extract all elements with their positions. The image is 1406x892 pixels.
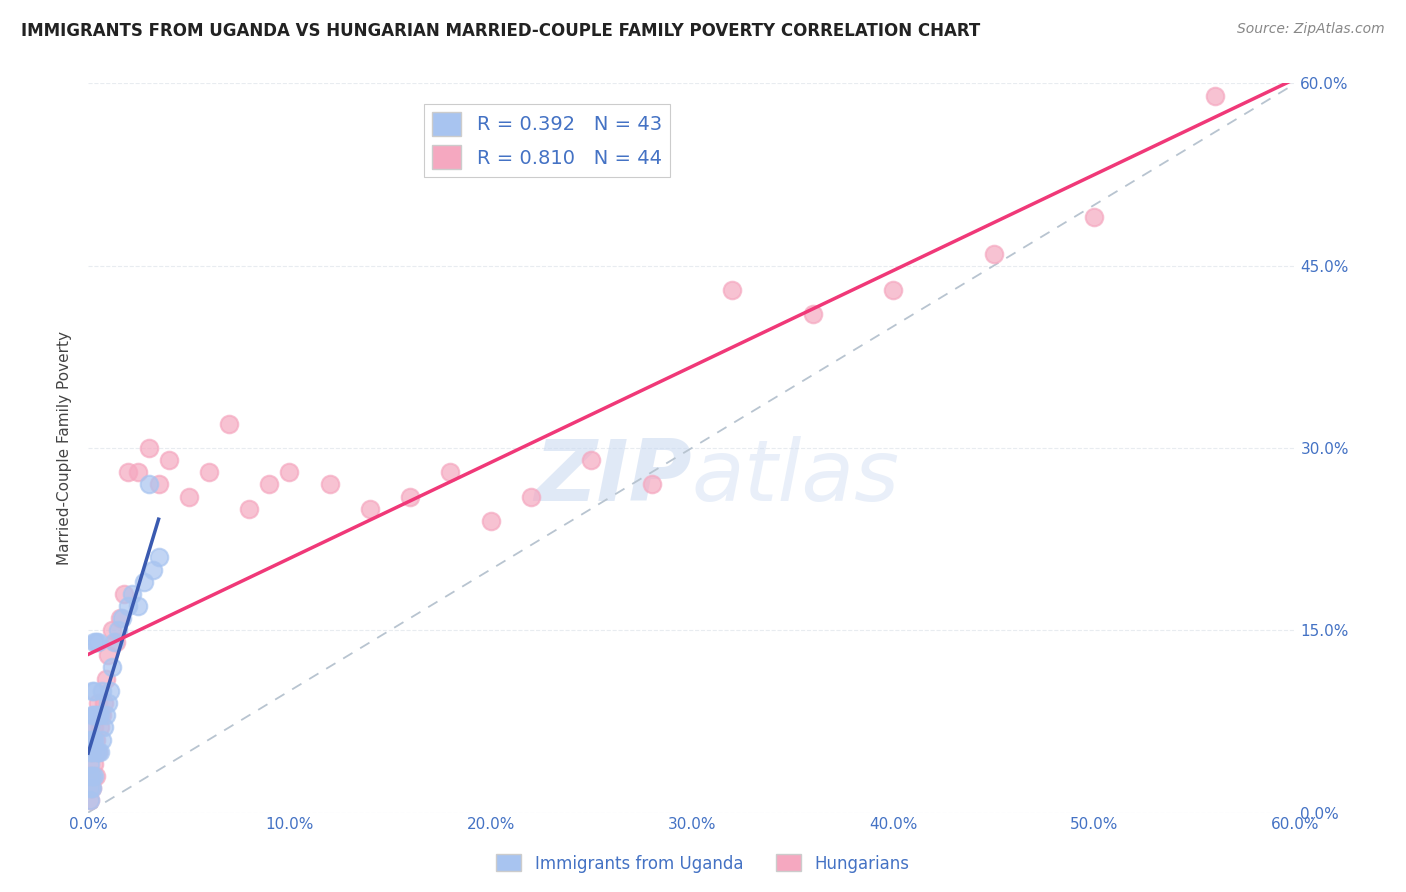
Point	[79, 781, 101, 796]
Point	[141, 562, 163, 576]
Point	[79, 793, 101, 807]
Point	[177, 490, 200, 504]
Point	[84, 732, 107, 747]
Point	[82, 684, 104, 698]
Y-axis label: Married-Couple Family Poverty: Married-Couple Family Poverty	[58, 331, 72, 565]
Point	[105, 635, 128, 649]
Point	[83, 721, 105, 735]
Point	[157, 453, 180, 467]
Point	[101, 624, 124, 638]
Point	[82, 732, 104, 747]
Point	[882, 283, 904, 297]
Point	[89, 721, 111, 735]
Point	[79, 756, 101, 771]
Point	[198, 465, 221, 479]
Point	[134, 574, 156, 589]
Point	[83, 708, 105, 723]
Point	[983, 246, 1005, 260]
Point	[84, 708, 107, 723]
Point	[91, 732, 114, 747]
Point	[238, 501, 260, 516]
Point	[82, 745, 104, 759]
Point	[138, 477, 160, 491]
Point	[640, 477, 662, 491]
Point	[83, 732, 105, 747]
Point	[399, 490, 422, 504]
Point	[87, 635, 110, 649]
Legend: Immigrants from Uganda, Hungarians: Immigrants from Uganda, Hungarians	[489, 847, 917, 880]
Point	[84, 745, 107, 759]
Point	[117, 599, 139, 613]
Point	[121, 587, 143, 601]
Point	[218, 417, 240, 431]
Point	[117, 465, 139, 479]
Point	[84, 635, 107, 649]
Point	[138, 441, 160, 455]
Point	[79, 769, 101, 783]
Point	[278, 465, 301, 479]
Point	[91, 684, 114, 698]
Point	[721, 283, 744, 297]
Point	[83, 756, 105, 771]
Text: atlas: atlas	[692, 435, 900, 518]
Point	[1083, 210, 1105, 224]
Point	[82, 708, 104, 723]
Text: Source: ZipAtlas.com: Source: ZipAtlas.com	[1237, 22, 1385, 37]
Text: ZIP: ZIP	[534, 435, 692, 518]
Point	[127, 465, 149, 479]
Point	[93, 696, 115, 710]
Point	[579, 453, 602, 467]
Point	[127, 599, 149, 613]
Point	[82, 745, 104, 759]
Point	[82, 781, 104, 796]
Point	[79, 745, 101, 759]
Point	[89, 708, 111, 723]
Point	[148, 477, 170, 491]
Point	[96, 708, 118, 723]
Point	[318, 477, 340, 491]
Point	[111, 611, 134, 625]
Point	[79, 769, 101, 783]
Point	[97, 648, 120, 662]
Point	[112, 587, 135, 601]
Point	[107, 624, 129, 638]
Point	[82, 781, 104, 796]
Point	[79, 721, 101, 735]
Point	[257, 477, 280, 491]
Point	[97, 696, 120, 710]
Point	[148, 550, 170, 565]
Point	[79, 732, 101, 747]
Point	[520, 490, 543, 504]
Text: IMMIGRANTS FROM UGANDA VS HUNGARIAN MARRIED-COUPLE FAMILY POVERTY CORRELATION CH: IMMIGRANTS FROM UGANDA VS HUNGARIAN MARR…	[21, 22, 980, 40]
Point	[83, 684, 105, 698]
Point	[87, 745, 110, 759]
Point	[98, 684, 121, 698]
Point	[96, 672, 118, 686]
Point	[87, 745, 110, 759]
Point	[359, 501, 381, 516]
Point	[479, 514, 502, 528]
Point	[87, 696, 110, 710]
Legend: R = 0.392   N = 43, R = 0.810   N = 44: R = 0.392 N = 43, R = 0.810 N = 44	[425, 104, 669, 177]
Point	[82, 769, 104, 783]
Point	[101, 659, 124, 673]
Point	[110, 611, 132, 625]
Point	[93, 721, 115, 735]
Point	[103, 635, 125, 649]
Point	[84, 769, 107, 783]
Point	[83, 769, 105, 783]
Point	[1204, 88, 1226, 103]
Point	[87, 708, 110, 723]
Point	[91, 708, 114, 723]
Point	[439, 465, 461, 479]
Point	[79, 793, 101, 807]
Point	[89, 745, 111, 759]
Point	[801, 307, 824, 321]
Point	[83, 635, 105, 649]
